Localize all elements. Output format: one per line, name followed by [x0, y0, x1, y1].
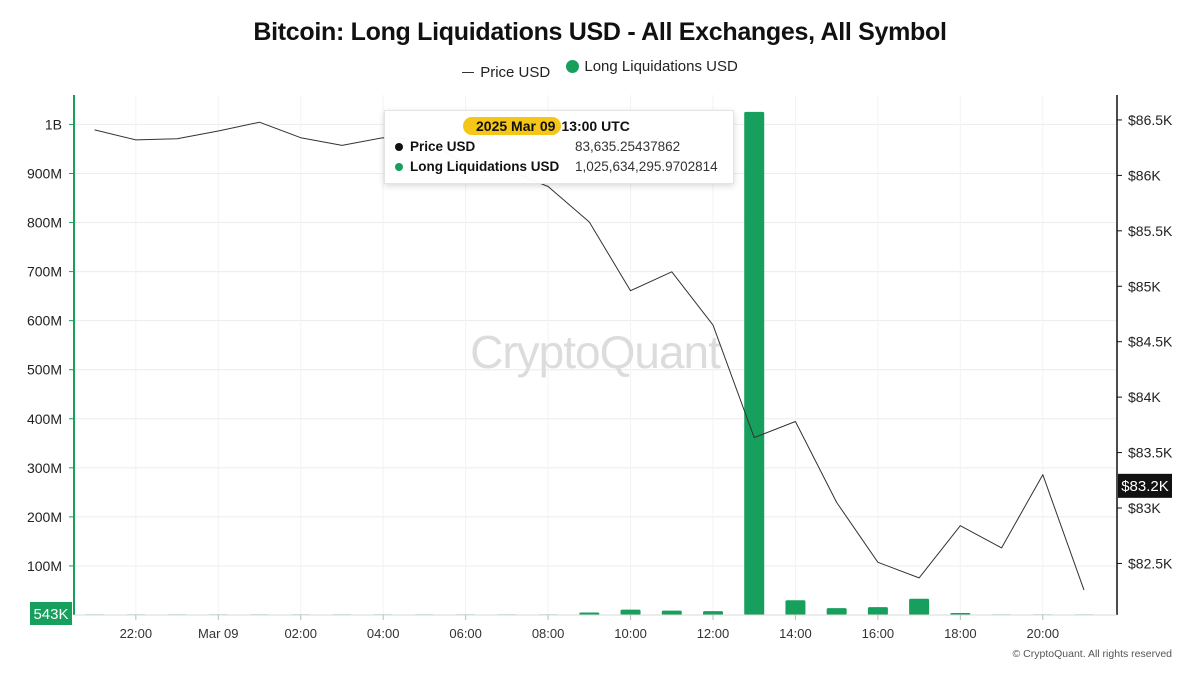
liquidation-bar: [909, 598, 930, 615]
tooltip-value-liquidations: 1,025,634,295.9702814: [575, 159, 718, 174]
liquidation-bar: [661, 610, 682, 615]
x-tick-label: 20:00: [1027, 626, 1060, 641]
liquidation-bar: [867, 607, 888, 615]
x-tick-label: 16:00: [862, 626, 895, 641]
tooltip-row-liquidations: Long Liquidations USD 1,025,634,295.9702…: [395, 159, 718, 174]
right-current-badge: [1118, 473, 1172, 498]
x-tick-label: 08:00: [532, 626, 565, 641]
chart-title: Bitcoin: Long Liquidations USD - All Exc…: [253, 18, 947, 46]
x-tick-label: Mar 09: [198, 626, 238, 641]
liquidation-bar: [702, 611, 723, 615]
price-line: [94, 121, 1085, 591]
legend-item-price[interactable]: Price USD: [462, 64, 550, 81]
current-value-badges: 543K $83.2K: [30, 473, 1172, 625]
right-axis-ticks: $82.5K $83K $83.5K $84K $84.5K $85K $85.5K $86K…: [1117, 112, 1173, 571]
copyright-notice: © CryptoQuant. All rights reserved: [1012, 648, 1172, 660]
left-tick-label: 700M: [27, 264, 62, 280]
legend-label-price: Price USD: [480, 64, 551, 81]
x-axis-ticks: 22:00 Mar 09 02:00 04:00 06:00 08:00 10:00 12:0…: [120, 615, 1060, 641]
x-tick-label: 12:00: [697, 626, 730, 641]
chart-legend: Price USD Long Liquidations USD: [0, 58, 1200, 81]
x-tick-label: 18:00: [944, 626, 977, 641]
right-tick-label: $83K: [1128, 500, 1161, 516]
right-tick-label: $83.5K: [1128, 445, 1173, 461]
tooltip-value-price: 83,635.25437862: [575, 139, 681, 154]
left-axis-ticks: 100M 200M 300M 400M 500M 600M 700M 800M 900M 1B: [27, 116, 74, 574]
right-tick-label: $82.5K: [1128, 555, 1173, 571]
tooltip-time: 13:00 UTC: [561, 118, 630, 134]
left-tick-label: 100M: [27, 558, 62, 574]
left-tick-label: 900M: [27, 165, 62, 181]
liquidation-bar: [579, 612, 600, 615]
legend-line-swatch: [462, 72, 475, 73]
liquidation-bar: [826, 608, 847, 615]
tooltip-label-price: Price USD: [410, 139, 476, 154]
tooltip-date: 2025 Mar 09: [463, 117, 562, 135]
right-tick-label: $85.5K: [1128, 223, 1173, 239]
tooltip-row-price: Price USD 83,635.25437862: [395, 139, 680, 154]
liquidation-bar: [785, 600, 806, 615]
tooltip-date-row: 2025 Mar 09 13:00 UTC: [463, 117, 630, 135]
x-tick-label: 06:00: [449, 626, 482, 641]
legend-label-liquidations: Long Liquidations USD: [584, 58, 738, 75]
left-tick-label: 1B: [45, 116, 62, 132]
left-tick-label: 400M: [27, 411, 62, 427]
right-tick-label: $84.5K: [1128, 334, 1173, 350]
left-tick-label: 500M: [27, 362, 62, 378]
x-tick-label: 10:00: [614, 626, 647, 641]
left-tick-label: 200M: [27, 509, 62, 525]
x-tick-label: 04:00: [367, 626, 400, 641]
watermark-text: CryptoQuant: [470, 326, 721, 378]
right-tick-label: $86.5K: [1128, 112, 1173, 128]
x-tick-label: 22:00: [120, 626, 153, 641]
liquidation-bars: [84, 111, 1095, 616]
left-current-badge-label: 543K: [33, 606, 68, 623]
chart-tooltip: 2025 Mar 09 13:00 UTC Price USD 83,635.25…: [384, 110, 734, 184]
right-tick-label: $85K: [1128, 278, 1161, 294]
left-tick-label: 300M: [27, 460, 62, 476]
legend-dot-swatch: [566, 60, 580, 73]
tooltip-label-liquidations: Long Liquidations USD: [410, 159, 560, 174]
axes: [73, 95, 1118, 616]
right-tick-label: $84K: [1128, 389, 1161, 405]
liquidation-bar: [620, 609, 641, 615]
right-tick-label: $86K: [1128, 167, 1161, 183]
tooltip-dot-liquidations: [395, 162, 403, 171]
x-tick-label: 02:00: [284, 626, 317, 641]
right-current-badge-label: $83.2K: [1121, 478, 1169, 495]
price-line-layer: [94, 121, 1085, 591]
left-current-badge: [30, 602, 72, 625]
x-tick-label: 14:00: [779, 626, 812, 641]
left-tick-label: 800M: [27, 215, 62, 231]
tooltip-dot-price: [395, 142, 403, 151]
legend-item-liquidations[interactable]: Long Liquidations USD: [566, 58, 738, 75]
liquidation-bar: [744, 111, 765, 616]
left-tick-label: 600M: [27, 313, 62, 329]
